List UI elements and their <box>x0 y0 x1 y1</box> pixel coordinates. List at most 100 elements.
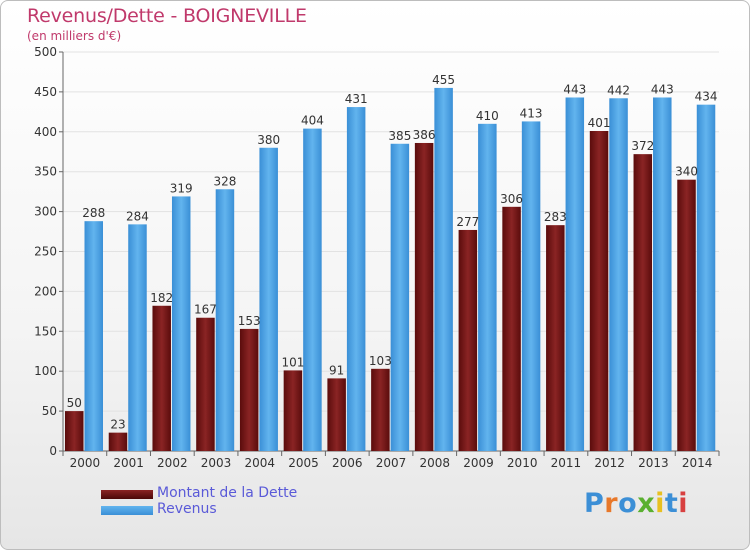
x-tick-label: 2003 <box>201 456 232 470</box>
x-tick-label: 2004 <box>245 456 276 470</box>
bar-dette <box>589 131 609 451</box>
chart-title: Revenus/Dette - BOIGNEVILLE <box>27 5 307 27</box>
proxiti-logo: Proxiti <box>584 488 688 519</box>
legend-label-dette: Montant de la Dette <box>157 485 298 501</box>
bar-revenus <box>521 121 541 452</box>
bar-dette <box>458 229 478 451</box>
data-label-revenus: 434 <box>695 90 718 104</box>
data-label-dette: 372 <box>631 139 654 153</box>
bar-revenus <box>478 123 497 451</box>
x-tick-label: 2009 <box>463 456 494 470</box>
logo-letter: i <box>655 488 665 519</box>
bars <box>65 87 716 452</box>
data-label-revenus: 319 <box>170 181 193 195</box>
y-tick-label: 50 <box>42 404 57 418</box>
logo-letter: o <box>618 488 638 519</box>
legend-swatch-dette <box>101 490 153 499</box>
x-tick-label: 2005 <box>288 456 319 470</box>
legend-label-revenus: Revenus <box>157 501 217 517</box>
data-label-dette: 91 <box>329 363 344 377</box>
data-label-dette: 101 <box>281 355 304 369</box>
y-tick-label: 450 <box>34 85 57 99</box>
x-tick-label: 2002 <box>157 456 188 470</box>
bar-revenus <box>215 189 235 452</box>
data-label-revenus: 380 <box>257 133 280 147</box>
bar-revenus <box>128 224 147 451</box>
data-label-revenus: 443 <box>651 82 674 96</box>
bar-revenus <box>171 196 191 451</box>
bar-dette <box>502 206 521 451</box>
x-tick-label: 2011 <box>551 456 582 470</box>
data-label-revenus: 443 <box>563 82 586 96</box>
data-label-dette: 50 <box>67 396 82 410</box>
y-tick-label: 150 <box>34 324 57 338</box>
x-tick-label: 2014 <box>682 456 713 470</box>
y-tick-label: 0 <box>49 444 57 458</box>
y-tick-label: 350 <box>34 165 57 179</box>
bar-dette <box>65 411 84 451</box>
data-label-revenus: 288 <box>82 206 105 220</box>
bar-dette <box>414 142 434 452</box>
y-tick-label: 250 <box>34 245 57 259</box>
x-tick-label: 2001 <box>113 456 144 470</box>
data-label-dette: 401 <box>588 116 611 130</box>
logo-letter: t <box>664 488 679 519</box>
data-label-revenus: 385 <box>388 129 411 143</box>
bar-dette <box>108 432 128 451</box>
data-label-revenus: 413 <box>520 106 543 120</box>
x-tick-label: 2000 <box>70 456 101 470</box>
bar-dette <box>283 370 303 451</box>
y-tick-label: 100 <box>34 364 57 378</box>
bar-revenus <box>390 143 410 451</box>
legend-swatch-revenus <box>101 506 153 515</box>
bar-revenus <box>434 87 453 451</box>
data-label-dette: 306 <box>500 192 523 206</box>
data-label-dette: 182 <box>150 291 173 305</box>
data-label-revenus: 410 <box>476 109 499 123</box>
bar-revenus <box>565 97 585 452</box>
bar-revenus <box>653 97 672 452</box>
data-label-dette: 386 <box>413 128 436 142</box>
logo-letter: x <box>637 488 656 519</box>
bar-dette <box>196 317 215 451</box>
bar-revenus <box>609 98 628 451</box>
y-tick-label: 400 <box>34 125 57 139</box>
data-label-dette: 103 <box>369 354 392 368</box>
bar-dette <box>327 378 346 451</box>
x-tick-label: 2007 <box>376 456 407 470</box>
data-label-dette: 153 <box>238 314 261 328</box>
y-tick-label: 200 <box>34 284 57 298</box>
data-label-revenus: 442 <box>607 83 630 97</box>
bar-dette <box>239 328 259 451</box>
bar-dette <box>371 368 390 451</box>
chart-subtitle: (en milliers d'€) <box>27 29 122 43</box>
bar-revenus <box>259 147 278 451</box>
x-tick-label: 2012 <box>594 456 625 470</box>
y-tick-label: 300 <box>34 205 57 219</box>
x-tick-label: 2008 <box>419 456 450 470</box>
data-label-dette: 277 <box>456 215 479 229</box>
bar-dette <box>677 179 696 451</box>
logo-letter: P <box>584 488 605 519</box>
data-label-dette: 340 <box>675 165 698 179</box>
x-tick-label: 2013 <box>638 456 669 470</box>
data-label-revenus: 284 <box>126 209 149 223</box>
bar-dette <box>633 154 653 452</box>
bar-dette <box>152 305 171 451</box>
data-labels: 50 288 23 284 182 319 167 328 153 380 101 404 91 431 1… <box>67 73 718 432</box>
bar-revenus <box>84 221 103 451</box>
logo-letter: r <box>604 488 619 519</box>
data-label-revenus: 431 <box>345 92 368 106</box>
data-label-dette: 23 <box>110 418 125 432</box>
bar-revenus <box>303 128 322 451</box>
x-tick-label: 2010 <box>507 456 538 470</box>
data-label-revenus: 328 <box>213 174 236 188</box>
data-label-revenus: 404 <box>301 114 324 128</box>
data-label-revenus: 455 <box>432 73 455 87</box>
data-label-dette: 283 <box>544 210 567 224</box>
bar-revenus <box>346 107 366 451</box>
data-label-dette: 167 <box>194 303 217 317</box>
